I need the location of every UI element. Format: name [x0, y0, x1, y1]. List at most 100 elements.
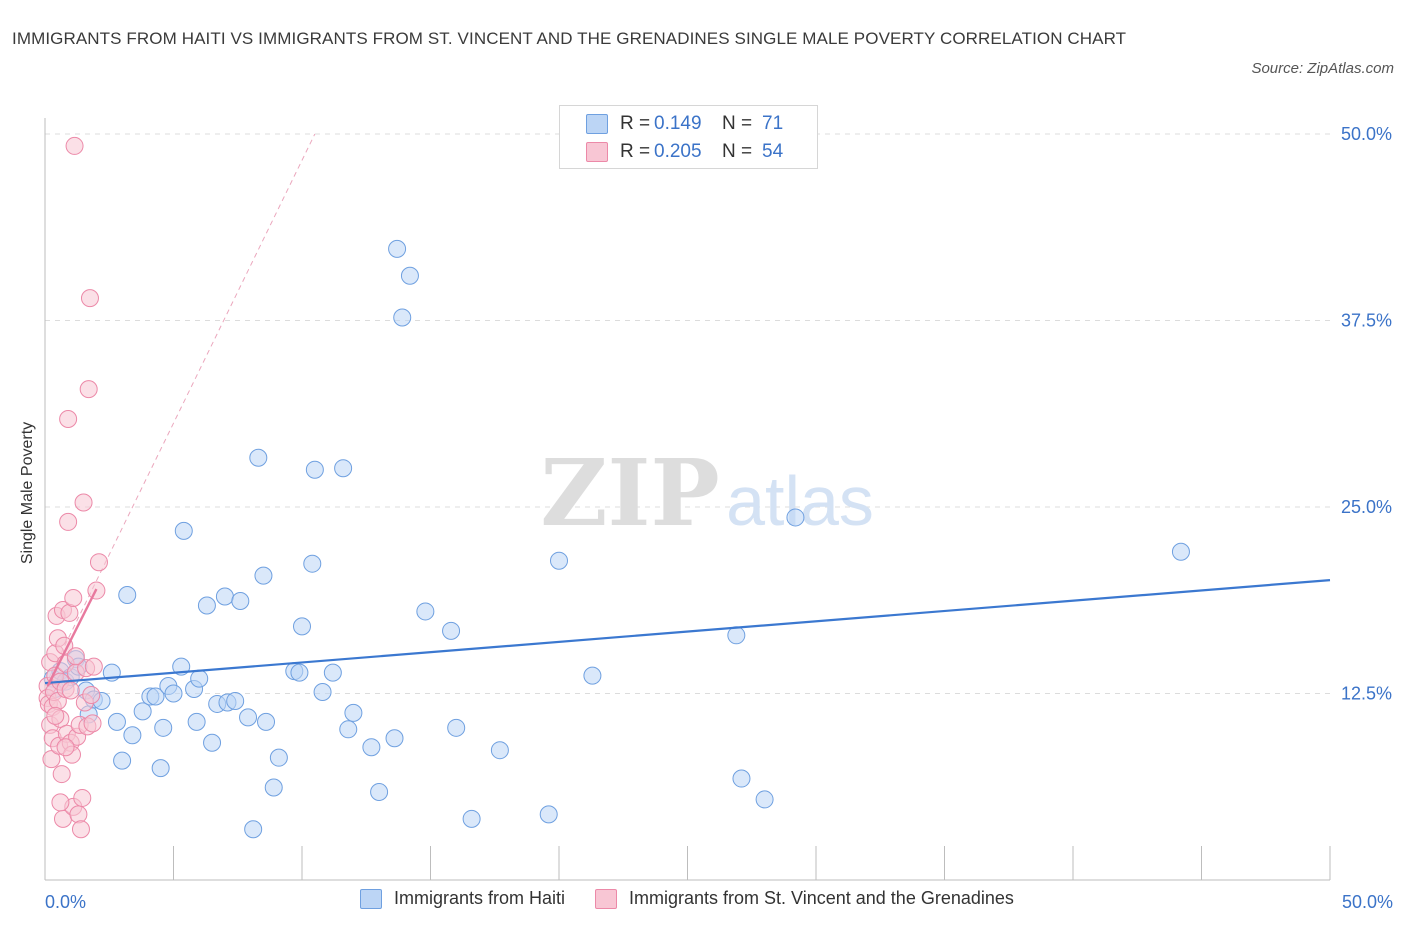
point-haiti: [786, 508, 805, 527]
point-haiti: [231, 591, 250, 610]
point-haiti: [1171, 542, 1190, 561]
point-svg: [83, 714, 102, 733]
legend-r-value: 0.149: [654, 113, 702, 134]
y-tick-label: 25.0%: [1341, 497, 1392, 517]
trend-line-haiti: [44, 579, 1331, 685]
bottom-legend: Immigrants from Haiti Immigrants from St…: [360, 888, 1044, 909]
point-haiti: [226, 691, 245, 710]
point-haiti: [388, 239, 407, 258]
point-svg: [52, 765, 71, 784]
point-svg: [61, 681, 80, 700]
bottom-legend-item-svg: Immigrants from St. Vincent and the Gren…: [595, 888, 1014, 909]
legend-n-value: 54: [762, 141, 784, 162]
point-haiti: [303, 554, 322, 573]
point-svg: [59, 512, 78, 531]
point-svg: [65, 136, 84, 155]
point-svg: [56, 738, 75, 757]
bottom-legend-label-svg: Immigrants from St. Vincent and the Gren…: [629, 888, 1014, 908]
point-haiti: [249, 448, 268, 467]
point-haiti: [539, 805, 558, 824]
point-svg: [51, 793, 70, 812]
legend-r-value: 0.205: [654, 141, 702, 162]
point-haiti: [442, 621, 461, 640]
point-haiti: [462, 809, 481, 828]
point-haiti: [257, 712, 276, 731]
point-svg: [82, 685, 101, 704]
point-haiti: [215, 587, 234, 606]
point-haiti: [133, 702, 152, 721]
point-svg: [71, 820, 90, 839]
trend-line-svg-extension: [44, 133, 316, 687]
point-haiti: [550, 551, 568, 570]
point-svg: [73, 788, 92, 807]
point-haiti: [370, 782, 389, 801]
point-haiti: [416, 602, 435, 621]
legend-row-svg: R = 0.205 N = 54: [586, 140, 783, 164]
point-haiti: [164, 684, 183, 703]
point-svg: [64, 589, 83, 608]
point-haiti: [362, 738, 381, 757]
point-haiti: [339, 720, 358, 739]
source-label: Source: ZipAtlas.com: [1251, 60, 1394, 77]
point-haiti: [290, 663, 309, 682]
point-haiti: [203, 733, 222, 752]
point-svg: [42, 750, 61, 769]
point-haiti: [385, 729, 404, 748]
legend-n-label: N =: [722, 141, 753, 162]
x-tick-label: 50.0%: [1342, 892, 1393, 912]
point-haiti: [755, 790, 774, 809]
legend-row-haiti: R = 0.149 N = 71: [586, 112, 783, 136]
point-haiti: [151, 759, 170, 778]
point-svg: [89, 553, 108, 572]
point-svg: [46, 706, 65, 725]
point-svg: [79, 380, 98, 399]
point-haiti: [323, 663, 342, 682]
point-haiti: [123, 726, 142, 745]
legend-r-label: R =: [620, 141, 651, 162]
point-haiti: [254, 566, 273, 585]
legend-swatch-haiti: [586, 114, 608, 134]
x-tick-label: 0.0%: [45, 892, 86, 912]
point-haiti: [154, 718, 173, 737]
legend-r-label: R =: [620, 113, 651, 134]
point-svg: [74, 493, 93, 512]
point-haiti: [305, 460, 324, 479]
legend-box: R = 0.149 N = 71 R = 0.205 N = 54: [559, 105, 818, 169]
trend-line-svg: [46, 588, 98, 687]
point-haiti: [447, 718, 466, 737]
point-haiti: [190, 669, 209, 688]
y-axis-label: Single Male Poverty: [19, 421, 36, 565]
y-tick-label: 12.5%: [1341, 684, 1392, 704]
point-haiti: [174, 521, 193, 540]
point-haiti: [334, 459, 353, 478]
point-haiti: [727, 626, 746, 645]
point-haiti: [400, 266, 419, 285]
legend-n-value: 71: [762, 113, 784, 134]
point-haiti: [583, 666, 602, 685]
point-svg: [66, 647, 85, 666]
watermark-atlas: atlas: [726, 462, 874, 540]
y-tick-label: 37.5%: [1341, 311, 1392, 331]
point-svg: [59, 409, 78, 428]
point-svg: [80, 289, 99, 308]
legend-n-label: N =: [722, 113, 753, 134]
point-svg: [60, 603, 79, 622]
point-svg: [69, 805, 88, 824]
watermark-zip: ZIP: [540, 439, 719, 547]
bottom-legend-item-haiti: Immigrants from Haiti: [360, 888, 565, 909]
point-haiti: [197, 596, 216, 615]
point-haiti: [269, 748, 288, 767]
point-haiti: [107, 712, 126, 731]
point-haiti: [732, 769, 751, 788]
point-haiti: [239, 708, 258, 727]
point-haiti: [490, 741, 509, 760]
point-haiti: [244, 820, 263, 839]
y-tick-label: 50.0%: [1341, 124, 1392, 144]
point-haiti: [118, 586, 137, 605]
point-haiti: [264, 778, 283, 797]
point-svg: [84, 657, 103, 676]
point-haiti: [187, 712, 206, 731]
point-haiti: [113, 751, 132, 770]
point-haiti: [146, 687, 165, 706]
